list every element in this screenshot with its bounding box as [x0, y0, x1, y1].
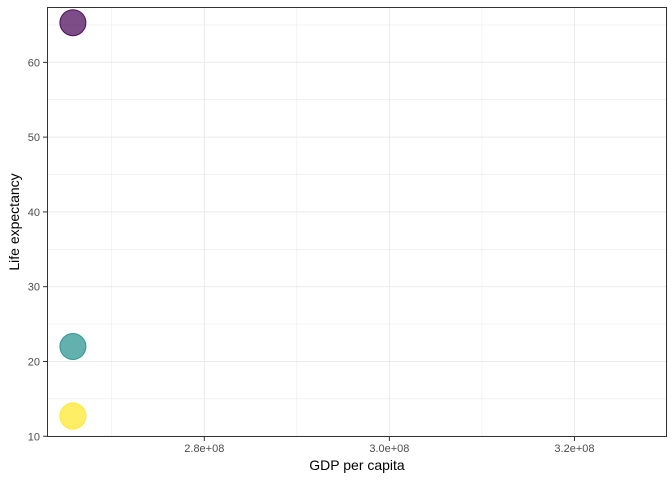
y-tick-label: 50	[28, 132, 40, 144]
plot-panel	[47, 7, 667, 437]
data-point	[59, 402, 87, 430]
y-tick-label: 40	[28, 207, 40, 219]
x-axis: 2.8e+08 3.0e+08 3.2e+08	[184, 437, 595, 455]
points	[59, 9, 87, 430]
x-tick-label: 2.8e+08	[184, 443, 224, 455]
x-tick-label: 3.2e+08	[554, 443, 594, 455]
y-tick-label: 20	[28, 356, 40, 368]
x-axis-title: GDP per capita	[309, 457, 405, 473]
y-tick-label: 10	[28, 431, 40, 443]
data-point	[59, 333, 87, 361]
y-tick-label: 30	[28, 282, 40, 294]
y-axis-title: Life expectancy	[6, 173, 22, 270]
y-tick-label: 60	[28, 57, 40, 69]
grid	[47, 7, 668, 437]
x-tick-label: 3.0e+08	[369, 443, 409, 455]
y-axis: 10 20 30 40 50 60	[28, 57, 47, 443]
data-point	[59, 9, 87, 37]
